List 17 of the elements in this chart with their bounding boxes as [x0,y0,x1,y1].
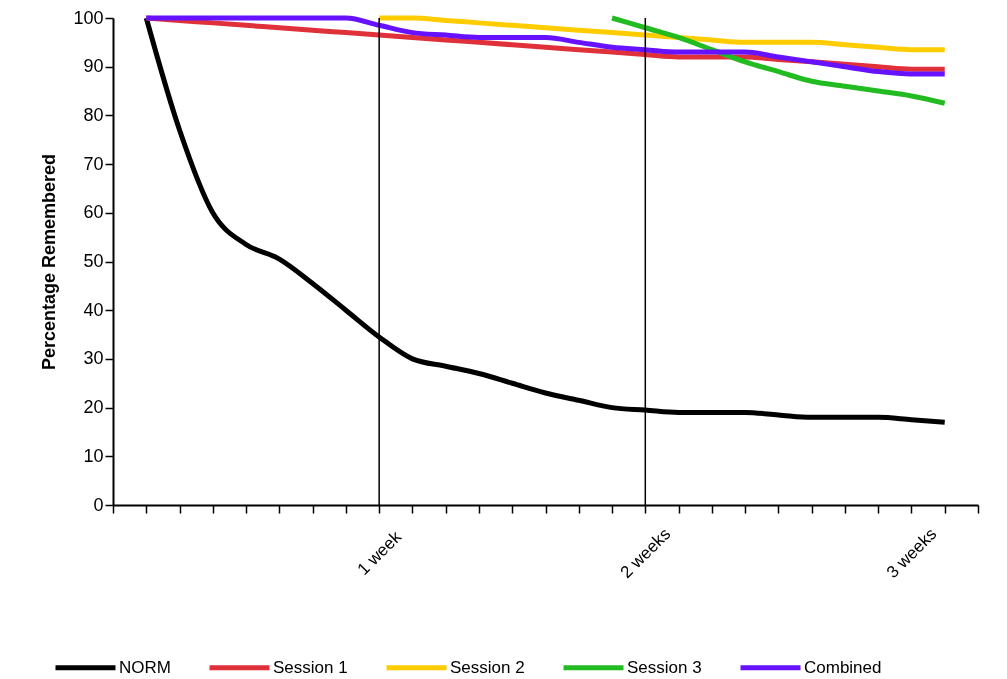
y-tick-label: 10 [83,445,104,466]
y-tick-label: 50 [83,251,104,271]
legend-label: NORM [119,657,171,677]
y-tick-label: 0 [93,494,104,515]
y-tick-label: 90 [83,56,104,77]
y-tick-label: 30 [83,348,104,369]
legend-label: Combined [804,657,882,677]
y-tick-label: 60 [83,202,104,223]
legend-label: Session 3 [627,657,702,677]
y-tick-label: 70 [83,153,104,174]
y-tick-label: 80 [83,104,104,125]
legend-label: Session 2 [450,657,525,677]
y-tick-label: 40 [83,299,104,320]
y-tick-label: 100 [73,7,104,28]
legend-label: Session 1 [273,657,348,677]
y-axis-title: Percentage Remembered [39,153,60,371]
y-tick-label: 20 [83,397,104,418]
